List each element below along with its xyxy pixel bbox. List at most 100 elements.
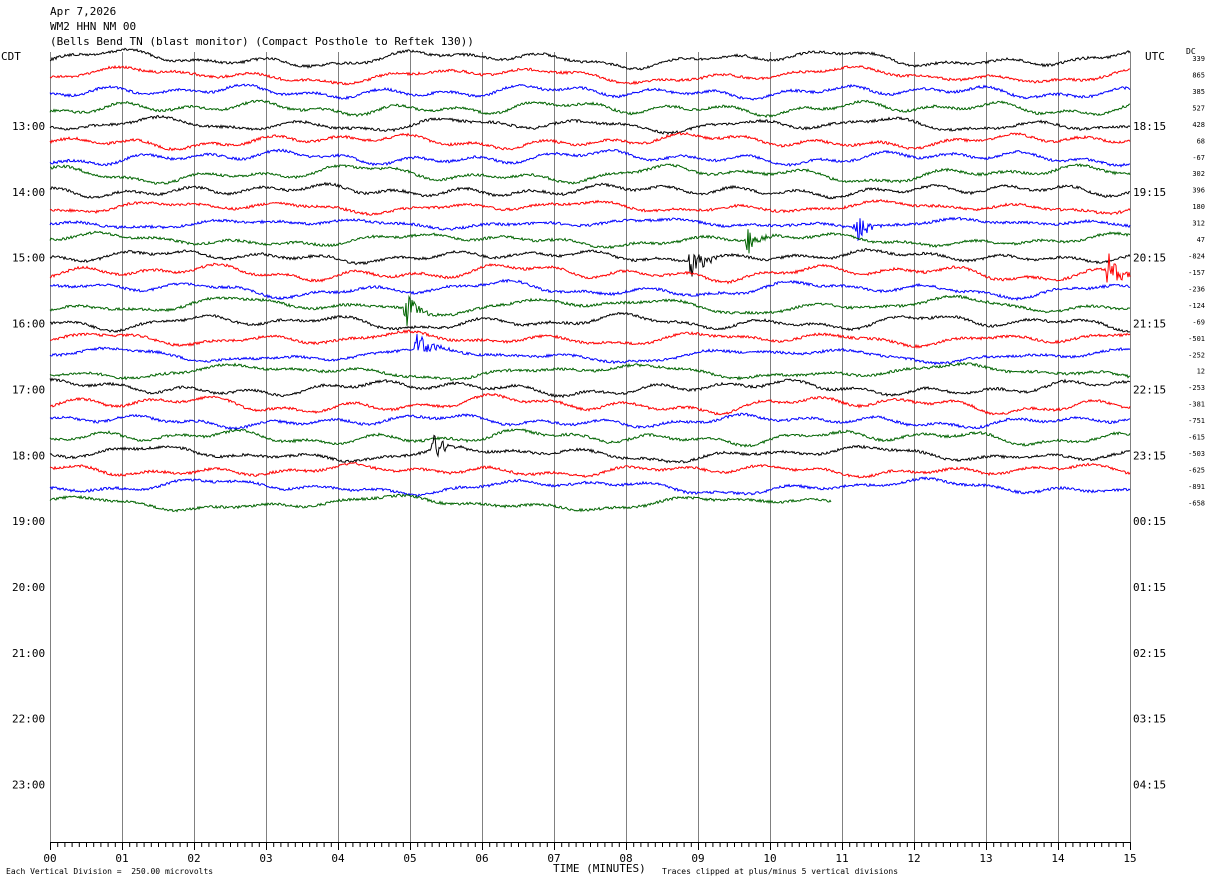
trace-black [49,47,1131,71]
x-tick-label-06: 06 [475,852,488,865]
x-tick-label-12: 12 [907,852,920,865]
dc-offset-label: 865 [1192,71,1205,79]
scale-note: Each Vertical Division = 250.00 microvol… [6,867,214,876]
x-tick-label-03: 03 [259,852,272,865]
cdt-hour-label: 20:00 [12,581,45,594]
trace-blue [49,476,1131,497]
dc-offset-label: 47 [1197,236,1205,244]
dc-offset-label: 12 [1197,368,1205,376]
trace-green [49,493,832,513]
trace-red [49,253,1131,285]
dc-offset-label: 302 [1192,170,1205,178]
trace-black [49,377,1131,399]
plot-grid [50,52,1131,843]
dc-offset-label: -501 [1188,335,1205,343]
x-tick-label-04: 04 [331,852,345,865]
x-tick-label-13: 13 [979,852,992,865]
dc-offset-label: -625 [1188,467,1205,475]
dc-offset-label: 396 [1192,187,1205,195]
cdt-hour-label: 19:00 [12,515,45,528]
dc-label: DC [1186,47,1196,56]
cdt-hour-label: 14:00 [12,186,45,199]
trace-green [49,294,1131,326]
header-station: (Bells Bend TN (blast monitor) (Compact … [50,35,474,48]
x-tick-label-08: 08 [619,852,632,865]
trace-green [49,361,1131,381]
cdt-hour-label: 21:00 [12,647,45,660]
right-axis-label: UTC [1145,50,1165,63]
trace-red [49,199,1131,217]
cdt-hour-label: 23:00 [12,779,45,792]
utc-hour-label: 03:15 [1133,713,1166,726]
utc-hour-label: 19:15 [1133,186,1166,199]
x-tick-label-14: 14 [1051,852,1065,865]
dc-offset-label: -124 [1188,302,1205,310]
dc-offset-label: -252 [1188,351,1205,359]
trace-blue [49,216,1131,242]
trace-red [49,64,1130,86]
trace-red [50,392,1131,416]
utc-hour-label: 01:15 [1133,581,1166,594]
cdt-hour-label: 18:00 [12,449,45,462]
x-tick-label-02: 02 [187,852,200,865]
trace-red [49,462,1131,479]
trace-blue [49,148,1131,168]
dc-offset-label: -615 [1188,434,1205,442]
utc-hour-label: 23:15 [1133,449,1166,462]
utc-hour-label: 04:15 [1133,779,1166,792]
dc-offset-labels: 339 865 385 527 428 68 -67 302 396 180 312 47 -824 -1… [1188,55,1205,507]
utc-hour-label: 21:15 [1133,318,1166,331]
trace-black [49,247,1131,277]
cdt-hour-label: 13:00 [12,120,45,133]
utc-hour-label: 20:15 [1133,252,1166,265]
trace-blue [49,333,1131,366]
utc-hour-label: 22:15 [1133,383,1166,396]
x-tick-label-05: 05 [403,852,416,865]
dc-offset-label: 385 [1192,88,1205,96]
dc-offset-label: 180 [1192,203,1205,211]
left-axis-label: CDT [1,50,21,63]
trace-blue [49,278,1131,302]
utc-hour-label: 18:15 [1133,120,1166,133]
dc-offset-label: -236 [1188,285,1205,293]
dc-offset-label: -69 [1192,318,1205,326]
trace-green [49,428,1131,448]
dc-offset-label: -824 [1188,253,1205,261]
trace-black [49,312,1131,333]
cdt-hour-label: 17:00 [12,383,45,396]
trace-black [49,434,1131,464]
x-tick-label-09: 09 [691,852,704,865]
dc-offset-label: -381 [1188,401,1205,409]
x-tick-label-00: 00 [43,852,56,865]
seismogram-traces [49,47,1131,513]
x-tick-label-11: 11 [835,852,848,865]
x-tick-label-10: 10 [763,852,776,865]
x-axis-title: TIME (MINUTES) [553,862,646,875]
trace-red [49,131,1131,152]
x-tick-label-15: 15 [1123,852,1136,865]
dc-offset-label: -503 [1188,450,1205,458]
trace-green [49,163,1131,185]
dc-offset-label: 339 [1192,55,1205,63]
trace-black [49,114,1131,135]
cdt-hour-label: 16:00 [12,318,45,331]
dc-offset-label: 68 [1197,137,1205,145]
dc-offset-label: 428 [1192,121,1205,129]
dc-offset-label: -67 [1192,154,1205,162]
clip-note: Traces clipped at plus/minus 5 vertical … [662,867,899,876]
trace-red [49,329,1131,349]
cdt-hour-label: 15:00 [12,252,45,265]
dc-offset-label: -891 [1188,483,1205,491]
trace-black [49,181,1131,200]
header-date: Apr 7,2026 [50,5,117,18]
dc-offset-label: 312 [1192,220,1205,228]
trace-blue [49,83,1131,101]
x-tick-label-01: 01 [115,852,128,865]
trace-green [49,99,1131,119]
cdt-hour-label: 22:00 [12,713,45,726]
trace-green [49,229,1131,254]
dc-offset-label: -751 [1188,417,1205,425]
dc-offset-label: -253 [1188,384,1205,392]
trace-blue [49,412,1131,431]
x-axis: 00 01 02 03 04 05 06 07 08 09 10 11 12 13 14 15 [43,842,1137,865]
